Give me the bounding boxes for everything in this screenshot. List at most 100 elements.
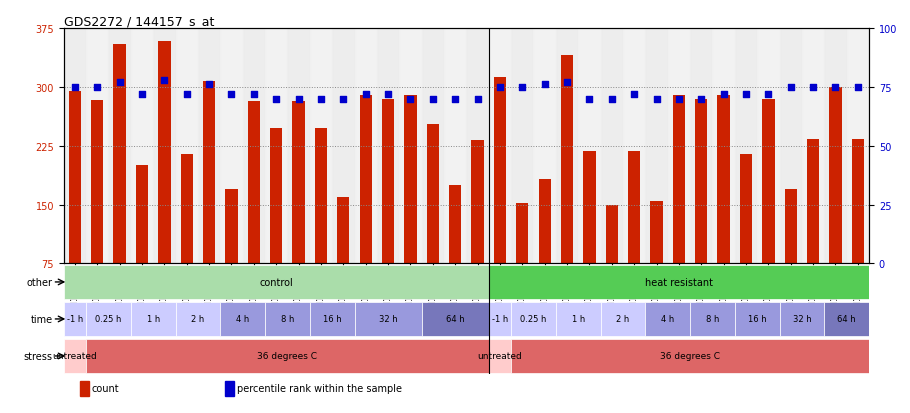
- Text: 4 h: 4 h: [661, 315, 674, 324]
- Bar: [784, 190, 797, 264]
- FancyBboxPatch shape: [645, 303, 690, 336]
- Bar: [645, 29, 668, 264]
- Point: [67, 84, 82, 91]
- Point: [470, 96, 485, 103]
- Point: [135, 91, 149, 98]
- Bar: [466, 29, 489, 264]
- Point: [179, 91, 194, 98]
- Bar: [108, 29, 131, 264]
- Text: 0.25 h: 0.25 h: [521, 315, 547, 324]
- Bar: [355, 29, 377, 264]
- Bar: [802, 29, 824, 264]
- Text: 32 h: 32 h: [793, 315, 811, 324]
- Bar: [695, 100, 707, 264]
- Bar: [623, 29, 645, 264]
- FancyBboxPatch shape: [86, 339, 489, 373]
- Point: [426, 96, 440, 103]
- FancyBboxPatch shape: [64, 303, 86, 336]
- Point: [247, 91, 261, 98]
- Point: [672, 96, 686, 103]
- Text: 36 degrees C: 36 degrees C: [258, 351, 318, 361]
- FancyBboxPatch shape: [735, 303, 780, 336]
- Text: 2 h: 2 h: [616, 315, 630, 324]
- FancyBboxPatch shape: [131, 303, 176, 336]
- Bar: [80, 380, 89, 396]
- FancyBboxPatch shape: [824, 303, 869, 336]
- Point: [538, 82, 552, 88]
- Point: [157, 77, 172, 84]
- Point: [336, 96, 350, 103]
- Bar: [601, 29, 623, 264]
- Bar: [829, 88, 842, 264]
- Text: count: count: [92, 383, 119, 393]
- Bar: [243, 29, 265, 264]
- Text: -1 h: -1 h: [66, 315, 83, 324]
- Bar: [824, 29, 846, 264]
- FancyBboxPatch shape: [690, 303, 735, 336]
- Bar: [757, 29, 780, 264]
- FancyBboxPatch shape: [556, 303, 601, 336]
- Point: [806, 84, 821, 91]
- Bar: [489, 29, 511, 264]
- Text: GDS2272 / 144157_s_at: GDS2272 / 144157_s_at: [64, 15, 214, 28]
- Point: [112, 80, 126, 86]
- Point: [269, 96, 284, 103]
- Text: 32 h: 32 h: [379, 315, 398, 324]
- Bar: [516, 204, 529, 264]
- Text: 8 h: 8 h: [280, 315, 294, 324]
- Text: other: other: [26, 277, 53, 287]
- Bar: [203, 81, 216, 264]
- Text: 4 h: 4 h: [236, 315, 249, 324]
- Text: 1 h: 1 h: [147, 315, 160, 324]
- Bar: [734, 29, 757, 264]
- Bar: [404, 95, 417, 264]
- Point: [582, 96, 597, 103]
- Point: [560, 80, 574, 86]
- Point: [492, 84, 507, 91]
- Bar: [578, 29, 601, 264]
- Text: 1 h: 1 h: [571, 315, 585, 324]
- Point: [359, 91, 373, 98]
- Bar: [539, 180, 551, 264]
- Bar: [114, 45, 126, 264]
- Point: [448, 96, 462, 103]
- Bar: [64, 29, 86, 264]
- Point: [291, 96, 306, 103]
- Bar: [668, 29, 690, 264]
- Bar: [713, 29, 734, 264]
- FancyBboxPatch shape: [86, 303, 131, 336]
- Text: untreated: untreated: [53, 351, 97, 361]
- Point: [604, 96, 619, 103]
- Bar: [265, 29, 288, 264]
- Bar: [556, 29, 578, 264]
- Point: [224, 91, 238, 98]
- Bar: [288, 29, 309, 264]
- Bar: [628, 152, 641, 264]
- FancyBboxPatch shape: [355, 303, 421, 336]
- Bar: [807, 140, 819, 264]
- Bar: [846, 29, 869, 264]
- Bar: [338, 197, 349, 264]
- Point: [828, 84, 843, 91]
- FancyBboxPatch shape: [64, 266, 489, 299]
- FancyBboxPatch shape: [309, 303, 355, 336]
- Text: 2 h: 2 h: [191, 315, 205, 324]
- Bar: [332, 29, 355, 264]
- Text: untreated: untreated: [478, 351, 522, 361]
- FancyBboxPatch shape: [489, 339, 511, 373]
- FancyBboxPatch shape: [489, 303, 511, 336]
- Point: [761, 91, 775, 98]
- Bar: [511, 29, 533, 264]
- Bar: [86, 29, 108, 264]
- Bar: [690, 29, 713, 264]
- Bar: [309, 29, 332, 264]
- Point: [739, 91, 753, 98]
- Bar: [533, 29, 556, 264]
- FancyBboxPatch shape: [780, 303, 824, 336]
- Bar: [444, 29, 466, 264]
- FancyBboxPatch shape: [511, 303, 556, 336]
- Bar: [359, 95, 372, 264]
- Bar: [763, 100, 774, 264]
- Bar: [270, 128, 282, 264]
- Bar: [91, 101, 104, 264]
